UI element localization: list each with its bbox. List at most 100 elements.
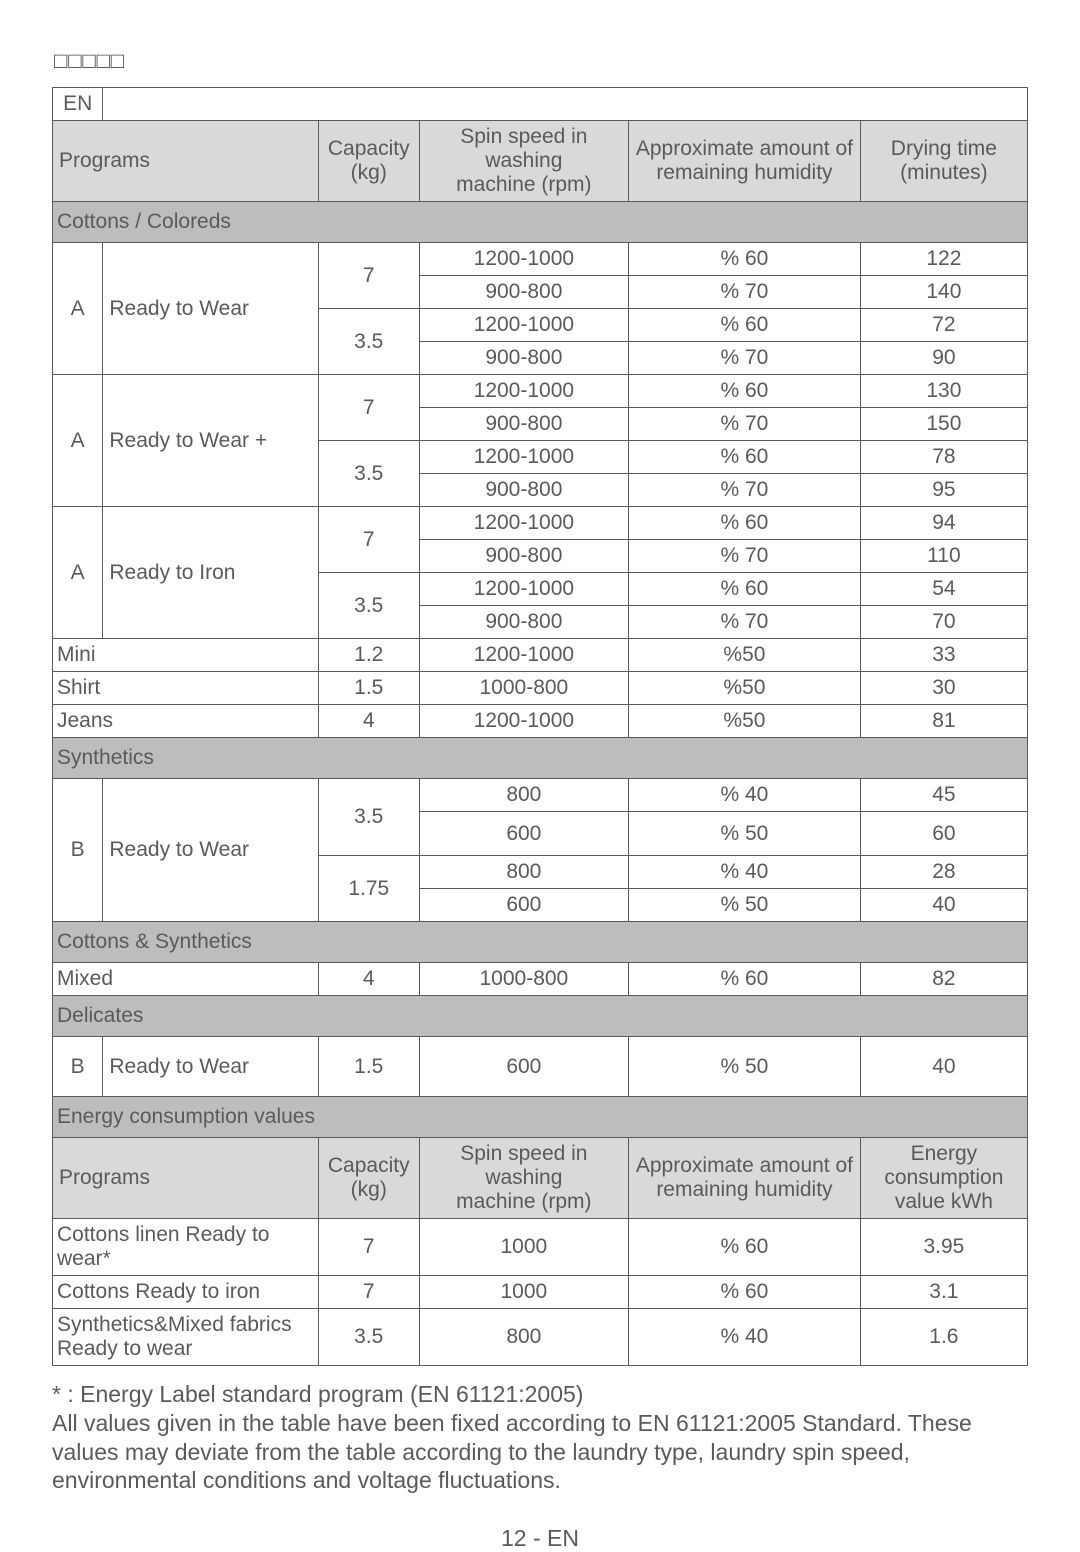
prog-jeans: Jeans <box>53 705 319 738</box>
cap: 3.5 <box>318 573 419 639</box>
hum: %50 <box>629 705 861 738</box>
cap: 7 <box>318 375 419 441</box>
hdr-spin: Spin speed in washing machine (rpm) <box>419 121 629 202</box>
hdr-capacity: Capacity (kg) <box>318 121 419 202</box>
cap: 7 <box>318 243 419 309</box>
dry: 33 <box>860 639 1027 672</box>
hum: % 60 <box>629 963 861 996</box>
spin: 1000-800 <box>419 963 629 996</box>
hum: % 50 <box>629 812 861 856</box>
hum: % 70 <box>629 606 861 639</box>
cap: 7 <box>318 507 419 573</box>
prog-rtwp: Ready to Wear + <box>103 375 319 507</box>
section-cotsyn: Cottons & Synthetics <box>53 922 1028 963</box>
hum: % 60 <box>629 309 861 342</box>
dry: 150 <box>860 408 1027 441</box>
energy-hum: % 40 <box>629 1309 861 1366</box>
hdr-programs: Programs <box>53 121 319 202</box>
letter-a-3: A <box>53 507 103 639</box>
section-delicates: Delicates <box>53 996 1028 1037</box>
section-energy: Energy consumption values <box>53 1097 1028 1138</box>
notes-block: * : Energy Label standard program (EN 61… <box>52 1380 1028 1495</box>
spin: 1000-800 <box>419 672 629 705</box>
spin: 1200-1000 <box>419 705 629 738</box>
letter-a-2: A <box>53 375 103 507</box>
spin: 900-800 <box>419 276 629 309</box>
hum: % 70 <box>629 540 861 573</box>
energy-hum: % 60 <box>629 1276 861 1309</box>
dry: 122 <box>860 243 1027 276</box>
spin: 800 <box>419 856 629 889</box>
energy-cap: 7 <box>318 1219 419 1276</box>
notes-line-2: All values given in the table have been … <box>52 1409 1028 1495</box>
energy-spin: 800 <box>419 1309 629 1366</box>
hum: % 60 <box>629 375 861 408</box>
dry: 40 <box>860 1037 1027 1097</box>
dry: 130 <box>860 375 1027 408</box>
hum: % 50 <box>629 1037 861 1097</box>
cap: 3.5 <box>318 309 419 375</box>
dry: 28 <box>860 856 1027 889</box>
prog-rtw-del: Ready to Wear <box>103 1037 319 1097</box>
hdr-drying: Drying time (minutes) <box>860 121 1027 202</box>
hdr2-spin: Spin speed in washing machine (rpm) <box>419 1138 629 1219</box>
hum: % 60 <box>629 441 861 474</box>
cap: 3.5 <box>318 441 419 507</box>
dry: 90 <box>860 342 1027 375</box>
spin: 900-800 <box>419 474 629 507</box>
hum: % 40 <box>629 856 861 889</box>
hum: %50 <box>629 639 861 672</box>
energy-prog-3: Synthetics&Mixed fabrics Ready to wear <box>53 1309 319 1366</box>
lang-row-empty <box>103 88 1028 121</box>
dry: 140 <box>860 276 1027 309</box>
hum: %50 <box>629 672 861 705</box>
spin: 900-800 <box>419 606 629 639</box>
cap: 4 <box>318 963 419 996</box>
spin: 1200-1000 <box>419 309 629 342</box>
dry: 95 <box>860 474 1027 507</box>
spin: 1200-1000 <box>419 243 629 276</box>
letter-b-2: B <box>53 1037 103 1097</box>
energy-prog-2: Cottons Ready to iron <box>53 1276 319 1309</box>
energy-hum: % 60 <box>629 1219 861 1276</box>
prog-rtw-a: Ready to Wear <box>103 243 319 375</box>
prog-rtw-b: Ready to Wear <box>103 779 319 922</box>
energy-val: 3.95 <box>860 1219 1027 1276</box>
hdr2-energy: Energy consumption value kWh <box>860 1138 1027 1219</box>
spin: 800 <box>419 779 629 812</box>
dry: 110 <box>860 540 1027 573</box>
spin: 900-800 <box>419 342 629 375</box>
hum: % 70 <box>629 408 861 441</box>
prog-shirt: Shirt <box>53 672 319 705</box>
energy-cap: 3.5 <box>318 1309 419 1366</box>
prog-mini: Mini <box>53 639 319 672</box>
prog-rti: Ready to Iron <box>103 507 319 639</box>
programs-table: EN Programs Capacity (kg) Spin speed in … <box>52 87 1028 1366</box>
hum: % 60 <box>629 243 861 276</box>
cap: 4 <box>318 705 419 738</box>
energy-prog-1: Cottons linen Ready to wear* <box>53 1219 319 1276</box>
page-number: 12 - EN <box>52 1525 1028 1552</box>
notes-line-1: * : Energy Label standard program (EN 61… <box>52 1380 1028 1409</box>
energy-spin: 1000 <box>419 1276 629 1309</box>
spin: 900-800 <box>419 408 629 441</box>
hum: % 70 <box>629 474 861 507</box>
spin: 900-800 <box>419 540 629 573</box>
energy-cap: 7 <box>318 1276 419 1309</box>
lang-cell: EN <box>53 88 103 121</box>
dry: 81 <box>860 705 1027 738</box>
brand-logo: □□□□□ <box>52 50 1028 87</box>
letter-a-1: A <box>53 243 103 375</box>
dry: 60 <box>860 812 1027 856</box>
page: □□□□□ EN Programs Capacity (kg) Spin spe… <box>0 0 1080 1552</box>
energy-spin: 1000 <box>419 1219 629 1276</box>
hdr2-capacity: Capacity (kg) <box>318 1138 419 1219</box>
section-cottons: Cottons / Coloreds <box>53 202 1028 243</box>
cap: 1.2 <box>318 639 419 672</box>
letter-b-1: B <box>53 779 103 922</box>
cap: 3.5 <box>318 779 419 856</box>
section-synthetics: Synthetics <box>53 738 1028 779</box>
hum: % 50 <box>629 889 861 922</box>
spin: 1200-1000 <box>419 507 629 540</box>
energy-val: 3.1 <box>860 1276 1027 1309</box>
